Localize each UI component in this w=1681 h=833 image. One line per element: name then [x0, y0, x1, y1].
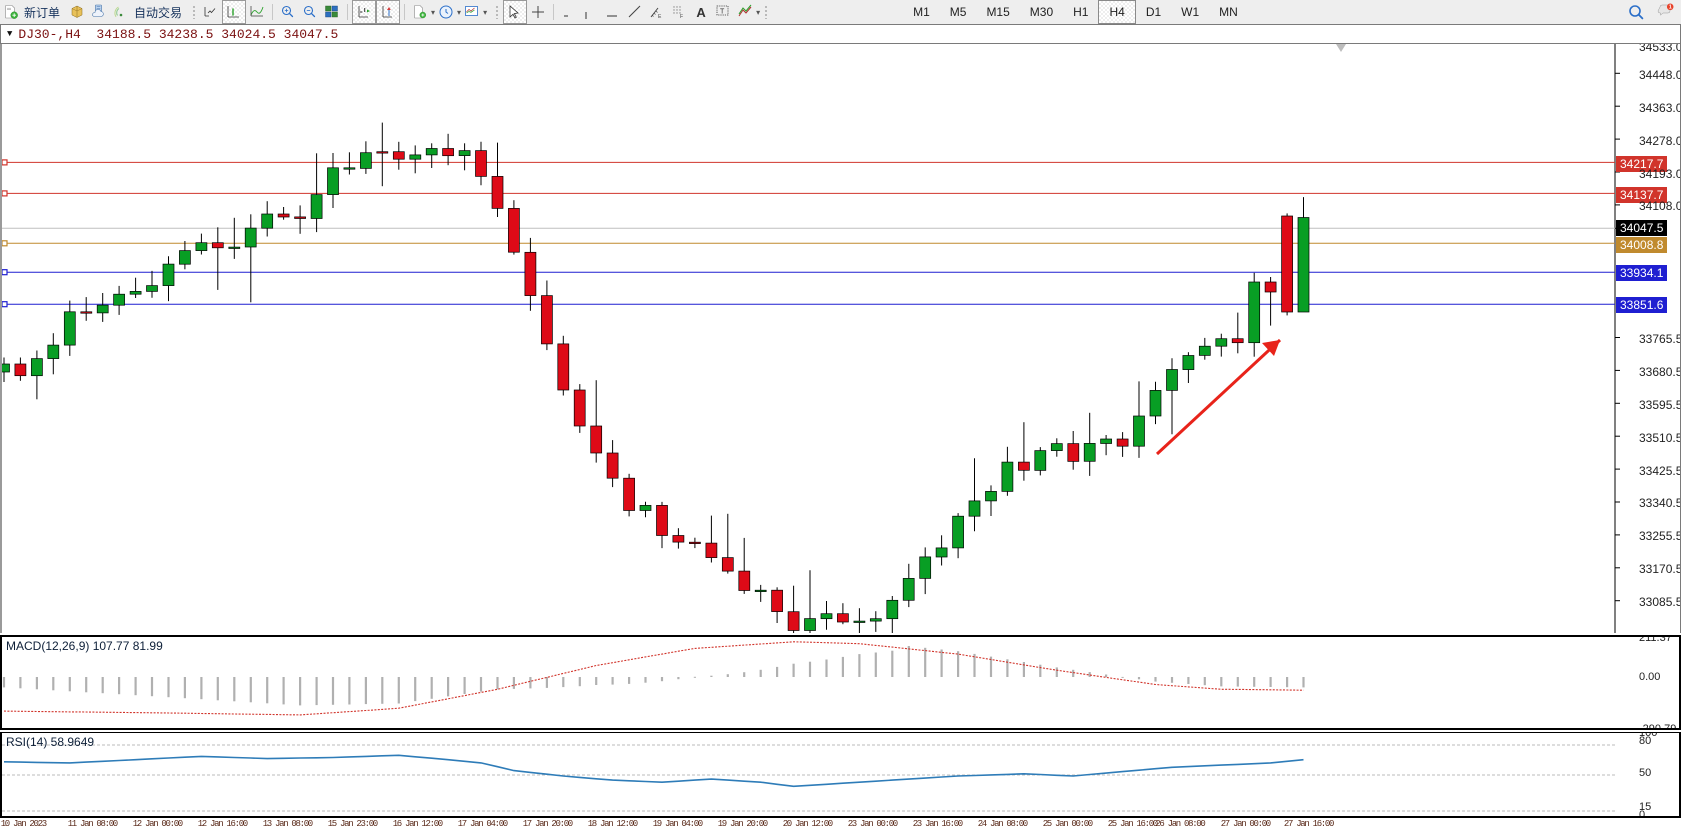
svg-text:T: T: [720, 9, 725, 16]
svg-text:F: F: [680, 14, 683, 20]
svg-text:E: E: [658, 14, 662, 20]
svg-text:1: 1: [1669, 5, 1672, 11]
